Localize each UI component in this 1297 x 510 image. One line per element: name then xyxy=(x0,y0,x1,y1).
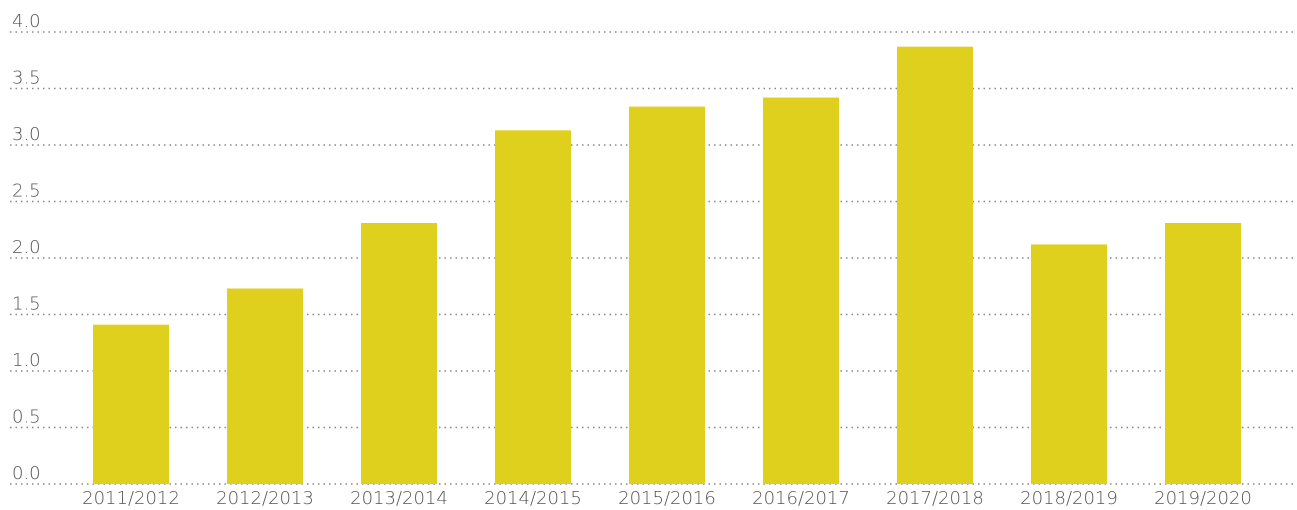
x-tick-label: 2011/2012 xyxy=(82,488,180,509)
y-tick-label: 1.5 xyxy=(12,294,41,315)
y-tick-label: 0.5 xyxy=(12,407,41,428)
bar xyxy=(763,97,839,484)
bar xyxy=(227,288,303,484)
y-tick-label: 2.5 xyxy=(12,181,41,202)
bar xyxy=(361,222,437,484)
bar xyxy=(1031,244,1107,484)
bar xyxy=(93,324,169,484)
x-tick-label: 2018/2019 xyxy=(1020,488,1118,509)
x-tick-label: 2013/2014 xyxy=(350,488,448,509)
x-tick-label: 2015/2016 xyxy=(618,488,716,509)
bar xyxy=(495,130,571,484)
bar xyxy=(897,46,973,484)
y-tick-label: 3.5 xyxy=(12,68,41,89)
x-tick-label: 2017/2018 xyxy=(886,488,984,509)
x-tick-label: 2019/2020 xyxy=(1154,488,1252,509)
x-tick-label: 2012/2013 xyxy=(216,488,314,509)
x-tick-label: 2016/2017 xyxy=(752,488,850,509)
y-tick-label: 3.0 xyxy=(12,124,41,145)
y-tick-label: 2.0 xyxy=(12,237,41,258)
y-tick-label: 4.0 xyxy=(12,11,41,32)
y-tick-label: 0.0 xyxy=(12,463,41,484)
y-tick-label: 1.0 xyxy=(12,350,41,371)
bar xyxy=(1165,222,1241,484)
x-tick-label: 2014/2015 xyxy=(484,488,582,509)
bar xyxy=(629,106,705,484)
